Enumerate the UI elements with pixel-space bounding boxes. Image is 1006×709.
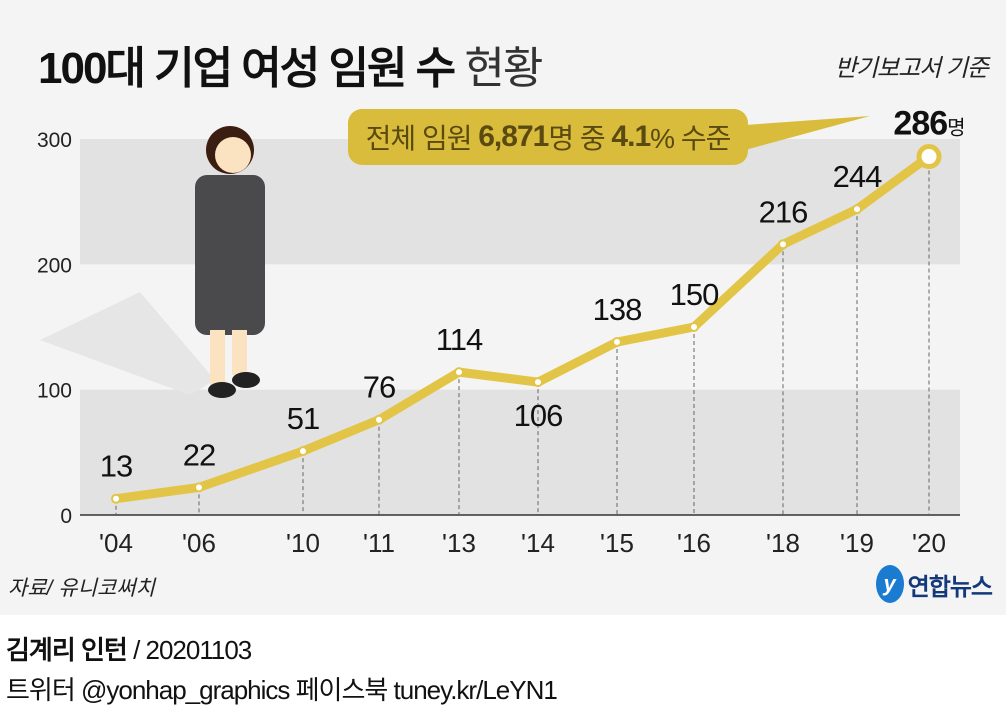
data-label: 106 [514,398,563,433]
data-label: 216 [759,194,808,229]
basis-note: 반기보고서 기준 [834,55,989,82]
line-chart: 0 100 200 300 '04 '06 '10 '11 '13 '14 '15 '16 '18 '19… [37,105,966,558]
x-tick-label: '10 [286,528,320,558]
callout-tail [745,116,870,150]
credit-line: 김계리 인턴 / 20201103 [6,635,252,665]
y-tick-label: 300 [37,129,72,152]
data-label: 22 [183,437,215,472]
data-point [533,377,543,388]
data-label: 244 [833,159,882,194]
source-note: 자료/ 유니코써치 [8,577,155,600]
callout-box: 전체 임원 6,871 명 중 4.1% 수준 [348,109,748,165]
woman-figure-leg [232,330,247,375]
data-point [194,482,204,493]
data-point [374,414,384,425]
x-tick-label: '16 [677,528,711,558]
woman-figure-face [215,137,251,173]
woman-figure-shoe [208,382,236,398]
spotlight-shape [40,292,215,395]
x-tick-label: '14 [521,528,555,558]
x-tick-label: '11 [363,528,395,558]
page-title: 100대 기업 여성 임원 수 현황 [38,44,543,93]
data-point [778,239,788,250]
x-tick-label: '15 [600,528,634,558]
logo: y 연합뉴스 [875,565,993,603]
data-point [689,322,699,332]
y-tick-label: 0 [60,505,72,528]
data-point [111,493,121,504]
data-label: 114 [436,322,483,357]
social-line: 트위터 @yonhap_graphics 페이스북 tuney.kr/LeYN1 [6,675,558,705]
logo-mark-icon: y [875,565,904,603]
x-tick-label: '04 [99,528,133,558]
data-label: 51 [287,401,319,436]
data-label: 138 [593,292,642,327]
data-point [852,204,862,215]
woman-figure-body [195,175,265,335]
woman-figure-shoe [232,372,260,388]
data-label: 76 [363,370,395,405]
x-tick-label: '06 [182,528,216,558]
data-label: 150 [670,277,719,312]
x-tick-label: '19 [840,528,874,558]
x-tick-label: '20 [912,528,946,558]
grid-band [80,389,960,515]
y-tick-label: 100 [37,380,72,403]
data-label: 13 [100,449,132,484]
x-tick-label: '18 [766,528,800,558]
woman-figure-leg [210,330,225,385]
data-point [612,337,622,348]
y-tick-label: 200 [37,254,72,277]
data-label: 286명 [893,105,964,143]
data-point [454,367,464,378]
x-tick-label: '13 [442,528,476,558]
data-point [298,446,308,457]
data-point [916,144,942,170]
